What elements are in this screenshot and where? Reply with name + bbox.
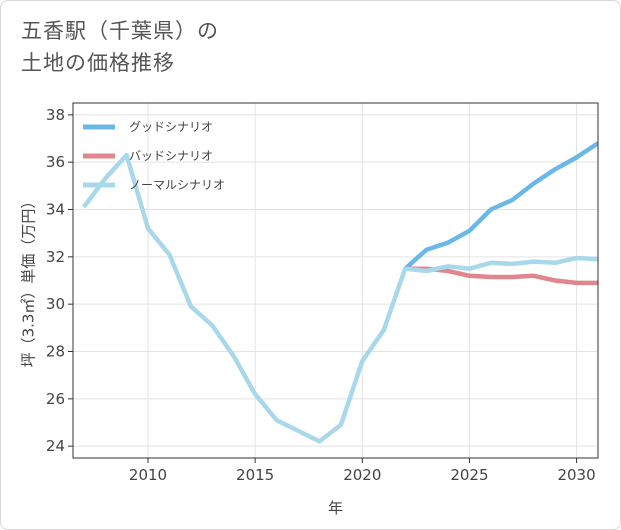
x-tick-label: 2015 [236, 466, 274, 484]
x-tick-label: 2020 [343, 466, 381, 484]
x-tick-label: 2025 [450, 466, 488, 484]
series-lines [81, 141, 598, 444]
y-tick-label: 28 [46, 343, 65, 361]
y-tick-label: 38 [46, 106, 65, 124]
y-tick-label: 36 [46, 153, 65, 171]
y-tick-label: 26 [46, 390, 65, 408]
legend-label: バッドシナリオ [129, 149, 213, 163]
x-axis-label: 年 [328, 499, 343, 517]
y-tick-label: 32 [46, 248, 65, 266]
plot-frame [72, 102, 599, 459]
y-tick-label: 34 [46, 201, 65, 219]
grid-lines [73, 103, 598, 458]
chart-title: 五香駅（千葉県）の 土地の価格推移 [21, 15, 219, 79]
x-axis-ticks: 2010 2015 2020 2025 2030 [129, 458, 596, 484]
legend-label: ノーマルシナリオ [129, 178, 225, 192]
chart-title-line2: 土地の価格推移 [21, 51, 175, 75]
y-tick-label: 30 [46, 295, 65, 313]
y-axis-ticks: 24 26 28 30 32 34 36 38 [46, 106, 73, 455]
legend-label: グッドシナリオ [129, 120, 213, 134]
x-tick-label: 2030 [557, 466, 595, 484]
y-tick-label: 24 [46, 437, 65, 455]
series-line-good [403, 141, 598, 271]
series-line-normal [81, 152, 598, 444]
chart-title-line1: 五香駅（千葉県）の [21, 19, 219, 43]
x-tick-label: 2010 [129, 466, 167, 484]
y-axis-label: 坪（3.3㎡）単価（万円） [20, 194, 38, 368]
